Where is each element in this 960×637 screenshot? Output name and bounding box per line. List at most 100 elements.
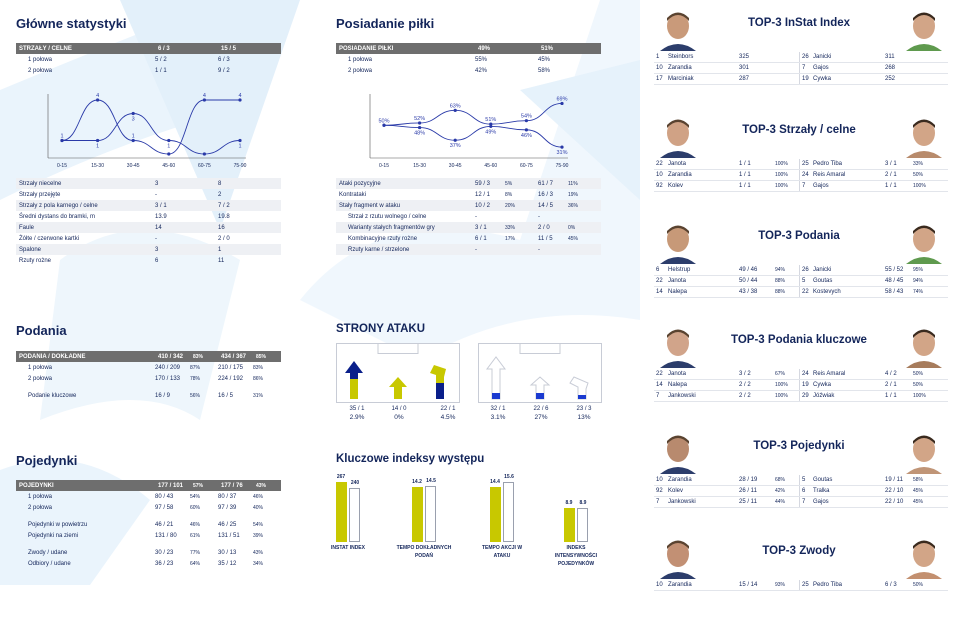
player-photo-left — [660, 432, 696, 474]
attack-value-a-right: 22 / 1 4.5% — [440, 406, 456, 421]
row-team-a: - — [475, 246, 477, 253]
row-team-a: 46 / 21 — [155, 521, 174, 528]
duels-header: POJEDYNKI 177 / 101 57% 177 / 76 43% — [16, 480, 281, 491]
player-value: 58 / 43 — [885, 289, 904, 295]
player-pct: 50% — [913, 382, 924, 388]
series-a-label: 1 — [132, 134, 135, 140]
attack-sides-title: STRONY ATAKU — [336, 323, 426, 335]
player-name: Helstrup — [668, 267, 691, 273]
player-photo-left — [660, 222, 696, 264]
key-index-value-b: 8.9 — [579, 500, 587, 506]
arrow-left — [345, 361, 363, 399]
player-value: 3 / 1 — [885, 161, 897, 167]
table-row: Odbiory / udane 36 / 23 64% 35 / 12 34% — [16, 558, 281, 569]
player-pct: 88% — [775, 289, 786, 295]
key-index-bar-a — [564, 508, 575, 542]
series-b-point — [560, 145, 564, 149]
row-label: Odbiory / udane — [28, 560, 71, 567]
x-tick-label: 30-45 — [127, 163, 140, 169]
top3-row: 14 Nalepa 2 / 2 100% 19 Cywka 2 / 1 50% — [654, 380, 948, 391]
series-b-label: 1 — [167, 144, 170, 150]
series-a-point — [418, 121, 422, 125]
player-number: 5 — [799, 276, 813, 286]
main-stats-title: Główne statystyki — [16, 16, 127, 31]
key-index-group: 14.4 15.6 TEMPO AKCJI W ATAKU — [474, 474, 550, 579]
player-name: Reis Amaral — [813, 371, 846, 377]
player-photo-left — [660, 326, 696, 368]
top3-title: TOP-3 Pojedynki — [753, 440, 845, 452]
row-team-a: 12 / 1 — [475, 191, 491, 198]
row-team-a-pct: 8% — [505, 191, 513, 198]
header-team-a-pct: 83% — [193, 353, 204, 360]
series-a-point — [167, 152, 171, 156]
row-team-b: 2 / 0 — [538, 224, 550, 231]
header-label: STRZAŁY / CELNE — [19, 45, 72, 52]
series-b-line — [383, 124, 563, 148]
player-name: Kostevych — [813, 289, 841, 295]
possession-table: POSIADANIE PIŁKI 49% 51% 1 połowa 55% 45… — [336, 43, 601, 76]
player-name: Goutas — [813, 477, 833, 483]
attack-sides-values: 35 / 1 2.9% 14 / 0 0% 22 / 1 4.5% 32 / 1 3.1… — [336, 406, 606, 421]
player-value: 301 — [739, 65, 750, 71]
player-name: Jóźwiak — [813, 393, 835, 399]
row-team-b-pct: 86% — [253, 375, 264, 382]
row-team-a: - — [155, 235, 157, 242]
player-pct: 100% — [775, 393, 788, 399]
player-number: 24 — [799, 369, 813, 379]
row-label: Strzał z rzutu wolnego / celne — [348, 213, 427, 220]
player-name: Tralka — [813, 488, 830, 494]
table-row: 2 połowa 42% 58% — [336, 65, 601, 76]
top3-row: 10 Zarandia 1 / 1 100% 24 Reis Amaral 2 / 1 50% — [654, 170, 948, 181]
series-b-label: 1 — [96, 144, 99, 150]
row-team-a-pct: 46% — [190, 521, 201, 528]
top3-row: 92 Kolev 26 / 11 42% 6 Tralka 22 / 10 45% — [654, 486, 948, 497]
player-value: 1 / 1 — [885, 183, 897, 189]
row-team-b-pct: 19% — [568, 191, 579, 198]
key-index-group: 8.9 8.9 INDEKS INTENSYWNOŚCI POJEDYNKÓW — [548, 474, 624, 579]
row-label: Pojedynki w powietrzu — [28, 521, 88, 528]
table-row: Strzały z pola karnego / celne 3 / 1 7 / 2 — [16, 200, 281, 211]
table-row: Pojedynki na ziemi 131 / 80 61% 131 / 51 39% — [16, 530, 281, 541]
series-b-point — [453, 138, 457, 142]
row-label: Strzały niecelne — [19, 180, 62, 187]
header-label: POSIADANIE PIŁKI — [339, 45, 394, 52]
player-photo-right — [906, 537, 942, 579]
arrow-right — [569, 376, 589, 400]
possession-header: POSIADANIE PIŁKI 49% 51% — [336, 43, 601, 54]
series-b-point — [96, 138, 100, 143]
table-row: Strzał z rzutu wolnego / celne - - — [336, 211, 601, 222]
row-team-a: 14 — [155, 224, 162, 231]
player-name: Gajos — [813, 183, 829, 189]
player-name: Janicki — [813, 267, 832, 273]
player-value: 26 / 11 — [739, 488, 757, 494]
top3-row: 22 Janota 50 / 44 88% 5 Goutas 48 / 45 94% — [654, 276, 948, 287]
row-team-b: 58% — [538, 67, 551, 74]
row-team-a: 55% — [475, 56, 488, 63]
table-row: Rzuty karne / strzelone - - — [336, 244, 601, 255]
player-pct: 67% — [775, 371, 786, 377]
row-label: Kombinacyjne rzuty rożne — [348, 235, 418, 242]
row-label: Zwody / udane — [28, 549, 68, 556]
table-row: Strzały przejęte - 2 — [16, 189, 281, 200]
player-pct: 68% — [775, 477, 786, 483]
series-a-point — [489, 122, 493, 126]
row-label: 1 połowa — [28, 493, 53, 500]
player-number: 14 — [656, 382, 663, 388]
player-number: 26 — [799, 265, 813, 275]
player-number: 25 — [799, 159, 813, 169]
row-team-b-pct: 40% — [253, 504, 264, 511]
row-team-b: 16 / 3 — [538, 191, 554, 198]
row-team-a-pct: 87% — [190, 364, 201, 371]
series-a-line — [383, 102, 563, 126]
x-tick-label: 0-15 — [379, 163, 389, 169]
player-value: 2 / 2 — [739, 382, 751, 388]
row-team-a: 6 — [155, 257, 159, 264]
top3-block: TOP-3 Zwody 10 Zarandia 15 / 14 93% 25 Pedro T… — [648, 533, 950, 637]
possession-table-2: Ataki pozycyjne 59 / 3 5% 61 / 7 11% Kontrata… — [336, 178, 601, 255]
player-value: 28 / 19 — [739, 477, 758, 483]
possession-title: Posiadanie piłki — [336, 16, 435, 31]
player-value: 25 / 11 — [739, 499, 757, 505]
player-number: 24 — [799, 170, 813, 180]
player-value: 55 / 52 — [885, 267, 904, 273]
series-b-point — [418, 125, 422, 130]
